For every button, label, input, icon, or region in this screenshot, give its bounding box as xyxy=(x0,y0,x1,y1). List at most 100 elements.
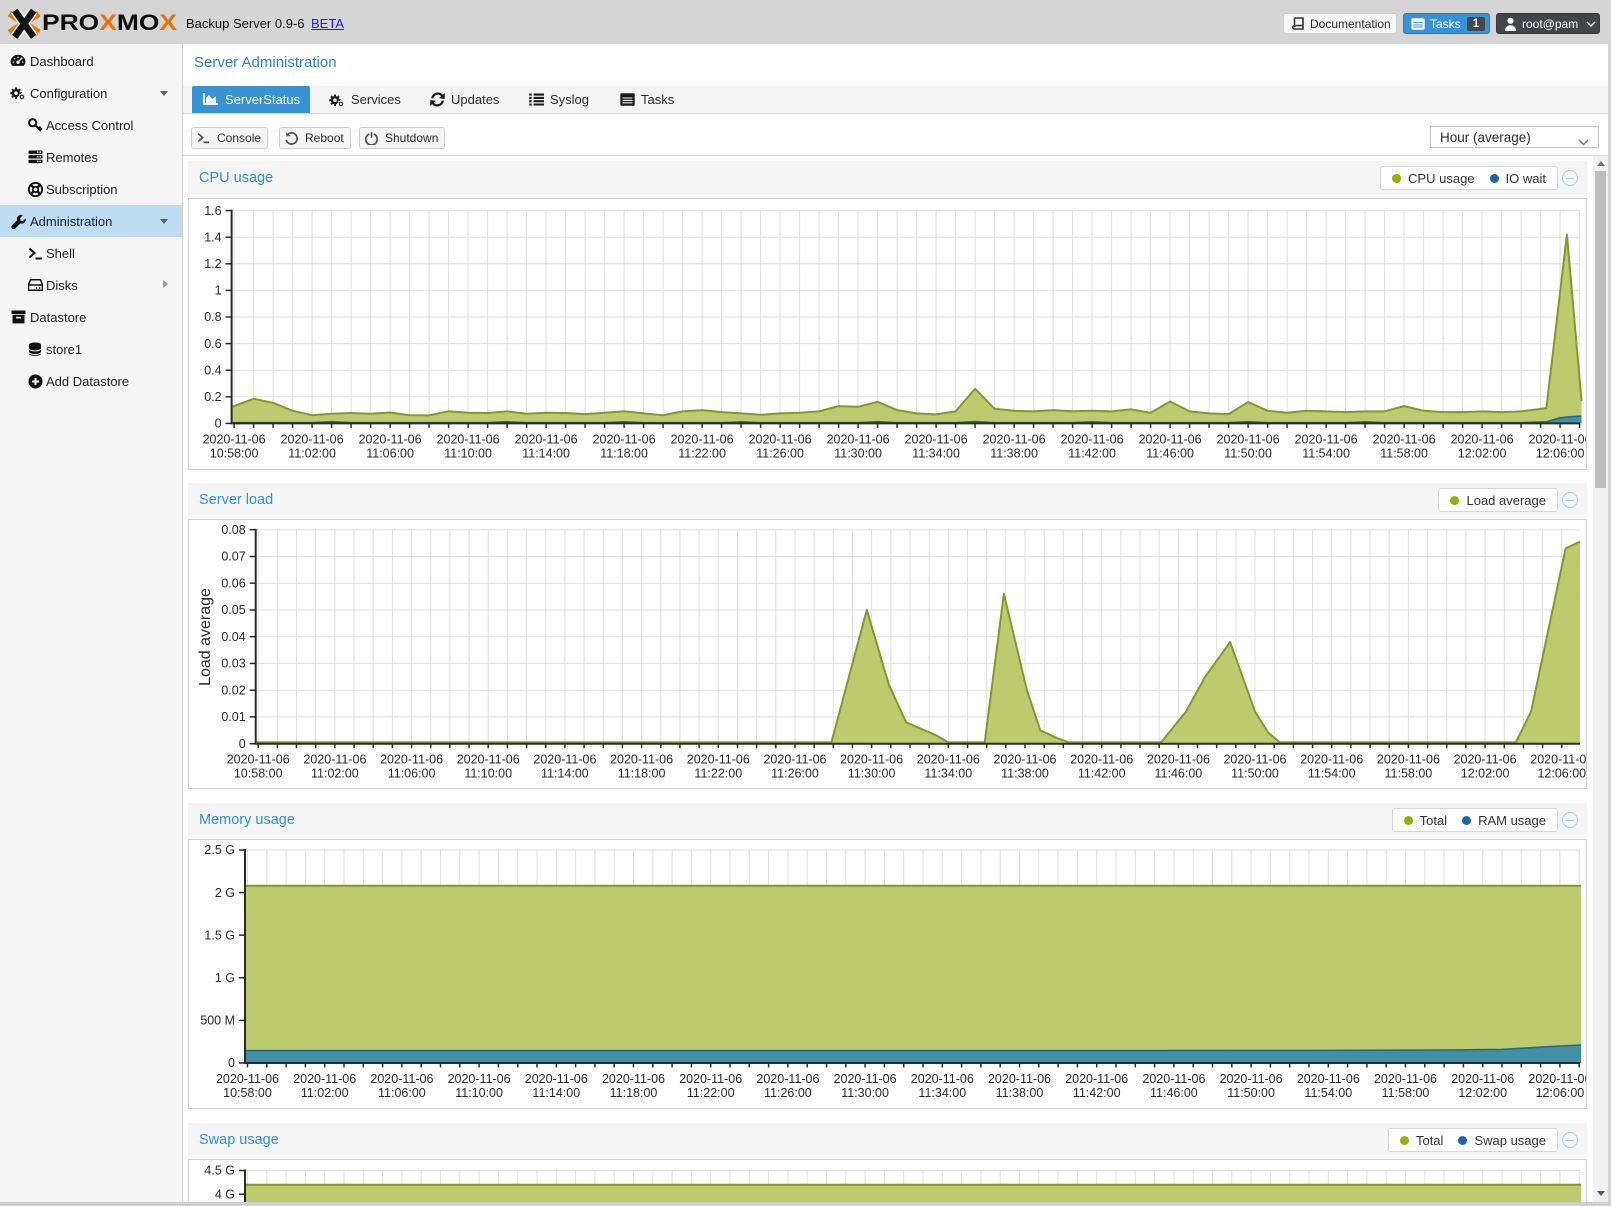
svg-text:500 M: 500 M xyxy=(200,1014,235,1028)
svg-text:11:46:00: 11:46:00 xyxy=(1146,446,1194,460)
svg-text:11:10:00: 11:10:00 xyxy=(464,767,512,781)
svg-text:2020-11-06: 2020-11-06 xyxy=(370,1072,433,1086)
svg-text:2020-11-06: 2020-11-06 xyxy=(525,1072,588,1086)
svg-text:2020-11-06: 2020-11-06 xyxy=(1061,432,1124,446)
svg-text:11:50:00: 11:50:00 xyxy=(1231,767,1279,781)
svg-text:2020-11-06: 2020-11-06 xyxy=(687,753,750,767)
svg-text:1: 1 xyxy=(215,284,222,298)
svg-text:11:54:00: 11:54:00 xyxy=(1302,446,1350,460)
svg-text:2020-11-06: 2020-11-06 xyxy=(610,753,673,767)
svg-text:2020-11-06: 2020-11-06 xyxy=(756,1072,819,1086)
svg-text:2020-11-06: 2020-11-06 xyxy=(1070,753,1133,767)
svg-text:11:42:00: 11:42:00 xyxy=(1073,1086,1121,1100)
svg-text:2 G: 2 G xyxy=(215,886,235,900)
svg-text:11:02:00: 11:02:00 xyxy=(301,1086,349,1100)
svg-text:2020-11-06: 2020-11-06 xyxy=(905,432,968,446)
svg-text:0.08: 0.08 xyxy=(221,523,245,537)
svg-text:12:02:00: 12:02:00 xyxy=(1458,1086,1507,1100)
svg-text:2020-11-06: 2020-11-06 xyxy=(993,753,1056,767)
svg-text:11:42:00: 11:42:00 xyxy=(1078,767,1126,781)
svg-text:0.6: 0.6 xyxy=(204,337,221,351)
svg-text:11:50:00: 11:50:00 xyxy=(1224,446,1272,460)
svg-text:11:58:00: 11:58:00 xyxy=(1382,1086,1430,1100)
svg-text:11:02:00: 11:02:00 xyxy=(311,767,359,781)
svg-text:4 G: 4 G xyxy=(215,1187,235,1201)
svg-text:2020-11-06: 2020-11-06 xyxy=(1295,432,1358,446)
svg-text:0.04: 0.04 xyxy=(221,630,245,644)
svg-text:11:14:00: 11:14:00 xyxy=(532,1086,580,1100)
svg-text:2020-11-06: 2020-11-06 xyxy=(1223,753,1286,767)
svg-text:2020-11-06: 2020-11-06 xyxy=(515,432,578,446)
svg-text:2020-11-06: 2020-11-06 xyxy=(1065,1072,1128,1086)
svg-text:2020-11-06: 2020-11-06 xyxy=(1217,432,1280,446)
svg-text:11:14:00: 11:14:00 xyxy=(541,767,589,781)
svg-text:2020-11-06: 2020-11-06 xyxy=(380,753,443,767)
svg-text:2020-11-06: 2020-11-06 xyxy=(917,753,980,767)
svg-text:11:10:00: 11:10:00 xyxy=(455,1086,503,1100)
svg-text:2020-11-06: 2020-11-06 xyxy=(437,432,500,446)
svg-text:11:14:00: 11:14:00 xyxy=(522,446,570,460)
svg-text:2020-11-06: 2020-11-06 xyxy=(671,432,734,446)
svg-text:2020-11-06: 2020-11-06 xyxy=(1377,753,1440,767)
svg-text:11:26:00: 11:26:00 xyxy=(756,446,804,460)
svg-text:1.6: 1.6 xyxy=(204,204,221,218)
svg-text:2020-11-06: 2020-11-06 xyxy=(359,432,422,446)
svg-text:1 G: 1 G xyxy=(215,971,235,985)
svg-text:2020-11-06: 2020-11-06 xyxy=(533,753,596,767)
svg-text:11:18:00: 11:18:00 xyxy=(618,767,666,781)
svg-text:11:18:00: 11:18:00 xyxy=(600,446,648,460)
svg-text:2020-11-06: 2020-11-06 xyxy=(1451,1072,1514,1086)
svg-text:2020-11-06: 2020-11-06 xyxy=(827,432,890,446)
svg-text:2020-11-06: 2020-11-06 xyxy=(293,1072,356,1086)
svg-text:11:10:00: 11:10:00 xyxy=(444,446,492,460)
svg-text:0.02: 0.02 xyxy=(221,683,245,697)
svg-text:0.01: 0.01 xyxy=(221,710,245,724)
svg-text:11:02:00: 11:02:00 xyxy=(288,446,336,460)
svg-text:11:22:00: 11:22:00 xyxy=(687,1086,735,1100)
svg-text:Load average: Load average xyxy=(197,588,214,686)
svg-text:11:18:00: 11:18:00 xyxy=(610,1086,658,1100)
svg-text:12:06:00: 12:06:00 xyxy=(1537,767,1586,781)
svg-text:0.03: 0.03 xyxy=(221,657,245,671)
svg-text:11:46:00: 11:46:00 xyxy=(1150,1086,1198,1100)
svg-text:11:34:00: 11:34:00 xyxy=(924,767,972,781)
svg-text:2020-11-06: 2020-11-06 xyxy=(1142,1072,1205,1086)
svg-text:2020-11-06: 2020-11-06 xyxy=(988,1072,1051,1086)
svg-text:0: 0 xyxy=(239,737,246,751)
svg-text:0.05: 0.05 xyxy=(221,603,245,617)
svg-text:2020-11-06: 2020-11-06 xyxy=(1528,1072,1587,1086)
svg-text:2020-11-06: 2020-11-06 xyxy=(203,432,266,446)
svg-text:2020-11-06: 2020-11-06 xyxy=(840,753,903,767)
svg-text:12:02:00: 12:02:00 xyxy=(1461,767,1510,781)
svg-text:11:42:00: 11:42:00 xyxy=(1068,446,1116,460)
svg-text:2020-11-06: 2020-11-06 xyxy=(983,432,1046,446)
svg-text:2020-11-06: 2020-11-06 xyxy=(1139,432,1202,446)
svg-text:2020-11-06: 2020-11-06 xyxy=(1374,1072,1437,1086)
svg-text:12:06:00: 12:06:00 xyxy=(1536,1086,1585,1100)
svg-text:11:38:00: 11:38:00 xyxy=(990,446,1038,460)
svg-text:2020-11-06: 2020-11-06 xyxy=(1530,753,1587,767)
svg-text:2020-11-06: 2020-11-06 xyxy=(1147,753,1210,767)
svg-text:11:54:00: 11:54:00 xyxy=(1308,767,1356,781)
svg-text:11:30:00: 11:30:00 xyxy=(841,1086,889,1100)
svg-text:11:06:00: 11:06:00 xyxy=(378,1086,426,1100)
svg-text:11:26:00: 11:26:00 xyxy=(764,1086,812,1100)
svg-text:0.07: 0.07 xyxy=(221,550,245,564)
svg-text:0: 0 xyxy=(228,1056,235,1070)
svg-text:11:26:00: 11:26:00 xyxy=(771,767,819,781)
svg-text:1.4: 1.4 xyxy=(204,230,221,244)
svg-text:2020-11-06: 2020-11-06 xyxy=(834,1072,897,1086)
svg-text:2020-11-06: 2020-11-06 xyxy=(593,432,656,446)
svg-text:11:06:00: 11:06:00 xyxy=(366,446,414,460)
svg-text:2020-11-06: 2020-11-06 xyxy=(1220,1072,1283,1086)
svg-text:11:34:00: 11:34:00 xyxy=(918,1086,966,1100)
svg-text:10:58:00: 10:58:00 xyxy=(234,767,283,781)
svg-text:0.2: 0.2 xyxy=(204,390,221,404)
svg-text:2020-11-06: 2020-11-06 xyxy=(1300,753,1363,767)
svg-text:11:58:00: 11:58:00 xyxy=(1385,767,1433,781)
svg-text:12:06:00: 12:06:00 xyxy=(1536,446,1585,460)
svg-text:11:22:00: 11:22:00 xyxy=(678,446,726,460)
svg-text:2020-11-06: 2020-11-06 xyxy=(749,432,812,446)
svg-text:2020-11-06: 2020-11-06 xyxy=(602,1072,665,1086)
svg-text:11:34:00: 11:34:00 xyxy=(912,446,960,460)
